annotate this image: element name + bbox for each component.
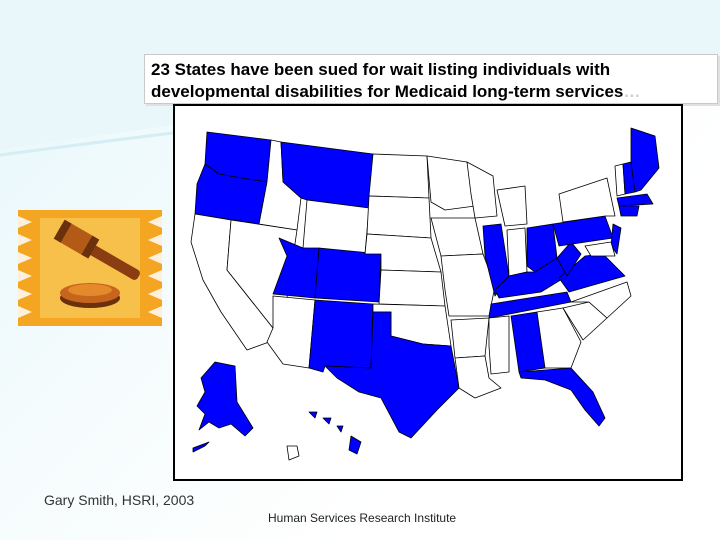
state-georgia <box>536 307 582 369</box>
state-new-york <box>558 177 616 223</box>
title-line-2-text: developmental disabilities for Medicaid … <box>151 82 624 101</box>
state-west-virginia <box>556 241 582 277</box>
state-hawaii-3 <box>336 425 344 433</box>
state-michigan <box>496 185 528 227</box>
state-hawaii-2 <box>322 417 332 425</box>
state-minnesota <box>426 155 476 211</box>
state-wyoming <box>302 199 370 255</box>
state-kansas <box>378 269 446 307</box>
title-line-2: developmental disabilities for Medicaid … <box>151 81 717 103</box>
state-south-dakota <box>366 195 432 239</box>
state-texas <box>324 311 460 439</box>
state-north-dakota <box>368 153 430 199</box>
state-arizona <box>266 295 316 369</box>
state-alaska <box>196 361 254 437</box>
state-maine <box>630 127 660 193</box>
state-louisiana <box>454 355 502 399</box>
us-map <box>173 104 683 481</box>
state-pennsylvania <box>552 215 614 247</box>
state-virginia <box>558 253 626 293</box>
state-alaska-chain <box>192 441 210 453</box>
state-north-carolina <box>570 281 632 319</box>
state-hawaii-5 <box>286 445 300 461</box>
gavel-icon <box>18 210 162 326</box>
state-maryland <box>584 241 616 257</box>
title-ellipsis: … <box>623 82 641 101</box>
footer-organization: Human Services Research Institute <box>268 511 457 525</box>
state-iowa <box>430 217 484 257</box>
footer-author: Gary Smith, HSRI, 2003 <box>44 492 195 508</box>
state-wisconsin <box>466 161 498 219</box>
state-hawaii-1 <box>308 411 318 419</box>
slide-title: 23 States have been sued for wait listin… <box>144 54 718 104</box>
state-indiana <box>506 227 528 277</box>
title-line-1: 23 States have been sued for wait listin… <box>151 60 611 79</box>
state-florida <box>518 367 606 427</box>
state-massachusetts <box>616 193 654 207</box>
state-connecticut <box>618 205 640 217</box>
us-map-drawing <box>190 127 660 461</box>
state-new-mexico <box>308 299 374 373</box>
state-hawaii-4 <box>348 435 362 455</box>
state-mississippi <box>488 315 510 375</box>
state-arkansas <box>450 317 490 359</box>
state-new-jersey <box>610 223 622 255</box>
state-colorado <box>314 247 382 303</box>
